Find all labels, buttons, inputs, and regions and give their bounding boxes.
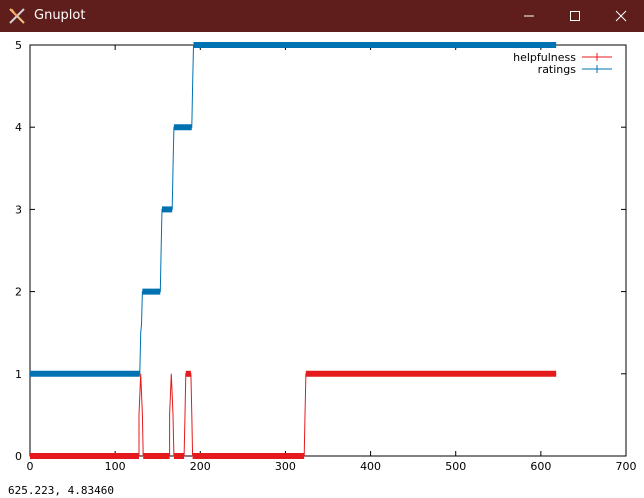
x-tick-label: 700 bbox=[616, 460, 637, 473]
series-line-ratings bbox=[30, 44, 557, 375]
y-tick-label: 4 bbox=[15, 121, 22, 134]
window-title: Gnuplot bbox=[34, 8, 86, 23]
y-tick-label: 5 bbox=[15, 39, 22, 52]
x-tick-label: 100 bbox=[105, 460, 126, 473]
title-bar[interactable]: Gnuplot bbox=[0, 0, 644, 32]
gnuplot-app-icon bbox=[8, 7, 26, 25]
legend-label-helpfulness: helpfulness bbox=[513, 51, 576, 64]
x-tick-label: 200 bbox=[190, 460, 211, 473]
x-tick-label: 500 bbox=[445, 460, 466, 473]
y-tick-label: 1 bbox=[15, 368, 22, 381]
x-tick-label: 0 bbox=[27, 460, 34, 473]
minimize-button[interactable] bbox=[506, 0, 552, 32]
minimize-icon bbox=[523, 10, 535, 22]
plot-canvas[interactable]: 0 100 200 300 400 500 600 700 0 1 2 3 4 5 helpfulnessr… bbox=[0, 32, 644, 484]
close-button[interactable] bbox=[598, 0, 644, 32]
close-icon bbox=[615, 10, 627, 22]
y-tick-label: 0 bbox=[15, 450, 22, 463]
x-tick-label: 400 bbox=[360, 460, 381, 473]
legend-label-ratings: ratings bbox=[538, 63, 577, 76]
x-tick-label: 300 bbox=[275, 460, 296, 473]
y-tick-label: 2 bbox=[15, 286, 22, 299]
series-line-helpfulness bbox=[30, 373, 557, 457]
maximize-button[interactable] bbox=[552, 0, 598, 32]
y-tick-label: 3 bbox=[15, 203, 22, 216]
maximize-icon bbox=[569, 10, 581, 22]
x-tick-label: 600 bbox=[530, 460, 551, 473]
plot-frame bbox=[29, 44, 627, 457]
status-coordinates: 625.223, 4.83460 bbox=[8, 484, 114, 497]
